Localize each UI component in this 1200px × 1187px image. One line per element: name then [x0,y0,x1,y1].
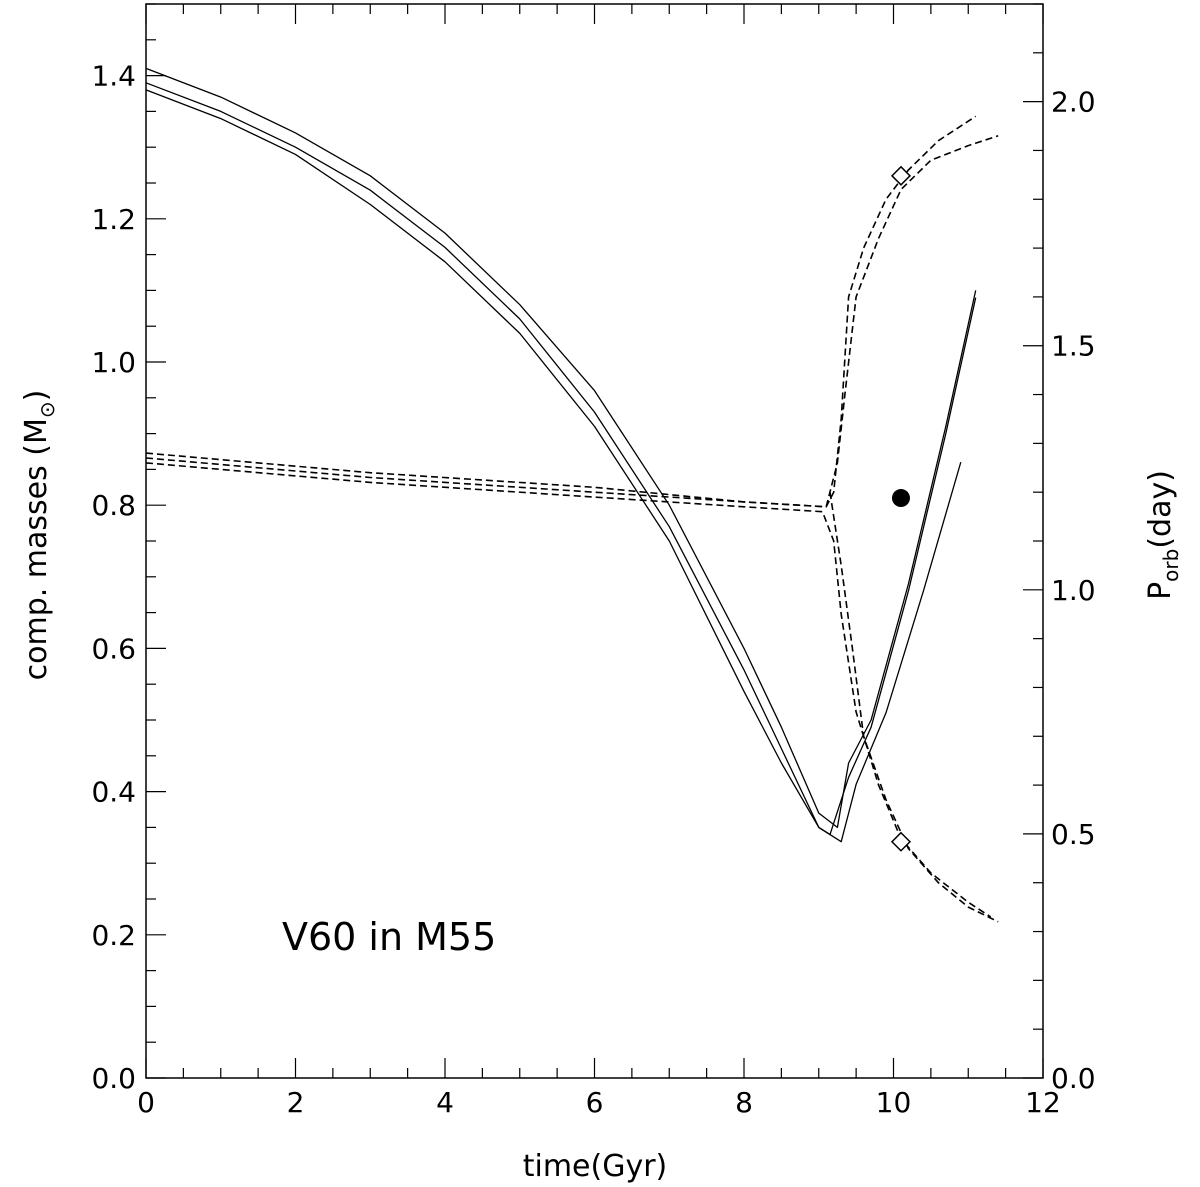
porb-curve [145,462,992,918]
y-right-axis-title-p: P [1143,582,1178,600]
diamond-marker [890,831,912,852]
y-left-tick-label: 0.0 [91,1062,136,1095]
y-right-axis-title-sub: orb [1159,549,1183,582]
x-tick-label: 12 [1025,1086,1061,1119]
y-right-tick-label: 0.5 [1051,818,1096,851]
x-axis-title: time(Gyr) [523,1149,668,1184]
mass-curve [145,82,977,836]
chart-annotation: V60 in M55 [282,915,496,959]
x-tick-label: 8 [735,1086,753,1119]
axis-layer: 0 2 4 6 8 10 120.00.20.40.60.81.01.21.40.00.51… [91,3,1096,1119]
marker-layer [890,165,912,852]
y-left-tick-label: 1.0 [91,346,136,379]
porb-curve [829,492,999,923]
mass-curve [145,67,977,829]
mass-curve [145,89,962,843]
y-right-tick-label: 0.0 [1051,1062,1096,1095]
y-left-axis-title: comp. masses (M⊙) [19,390,59,681]
y-right-tick-label: 1.0 [1051,574,1096,607]
y-left-axis-title-text: comp. masses (M [19,418,54,680]
x-tick-label: 2 [287,1086,305,1119]
y-right-tick-label: 1.5 [1051,330,1096,363]
series-layer [145,67,999,923]
y-right-axis-title-unit: (day) [1143,470,1178,549]
y-left-tick-label: 0.8 [91,489,136,522]
diamond-marker [890,165,912,186]
porb-curve [145,115,977,508]
x-tick-label: 4 [436,1086,454,1119]
sun-symbol: ⊙ [35,401,59,418]
observed-point-marker [891,489,910,508]
y-left-tick-label: 1.2 [91,203,136,236]
y-left-tick-label: 0.2 [91,919,136,952]
svg-text:comp. masses (M⊙): comp. masses (M⊙) [19,390,59,681]
y-left-axis-title-close: ) [19,390,54,402]
y-left-tick-label: 0.6 [91,632,136,665]
svg-text:Porb(day): Porb(day) [1143,470,1183,600]
x-tick-label: 6 [586,1086,604,1119]
y-left-tick-label: 0.4 [91,776,136,809]
porb-curve [145,135,999,508]
y-right-axis-title: Porb(day) [1143,470,1183,600]
x-tick-label: 10 [876,1086,912,1119]
x-tick-label: 0 [137,1086,155,1119]
y-left-tick-label: 1.4 [91,60,136,93]
y-right-tick-label: 2.0 [1051,86,1096,119]
plot-frame [145,3,1044,1079]
